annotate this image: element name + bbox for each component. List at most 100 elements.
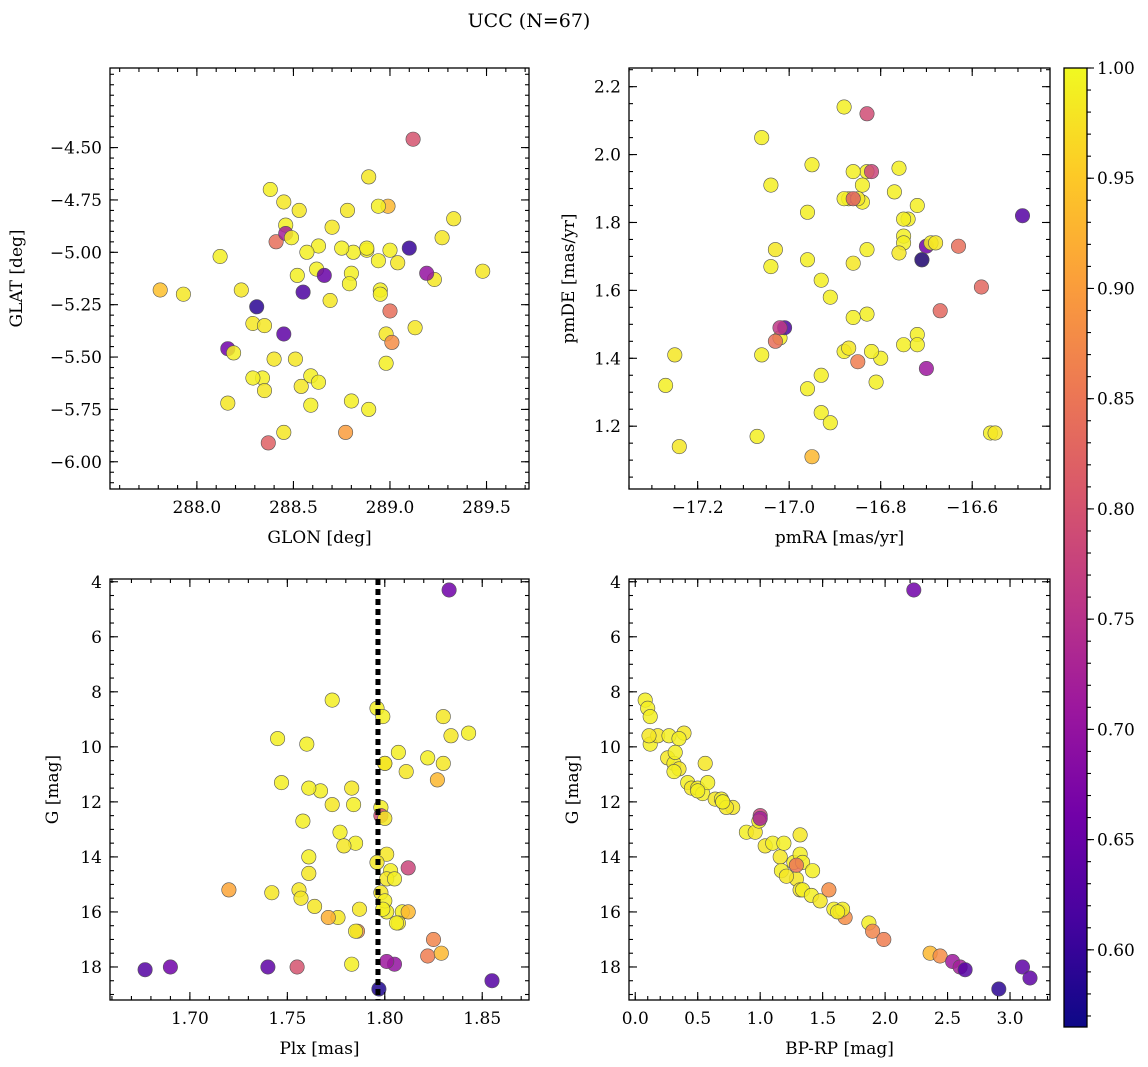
scatter-point bbox=[361, 401, 377, 417]
scatter-point bbox=[425, 931, 441, 947]
y-tick-label: 1.8 bbox=[594, 213, 621, 233]
x-axis-label: pmRA [mas/yr] bbox=[775, 528, 904, 548]
scatter-point bbox=[370, 198, 386, 214]
scatter-point bbox=[320, 909, 336, 925]
x-tick-label: 1.75 bbox=[268, 1009, 306, 1029]
scatter-point bbox=[435, 709, 451, 725]
scatter-point bbox=[697, 755, 713, 771]
scatter-point bbox=[641, 728, 657, 744]
scatter-point bbox=[788, 857, 804, 873]
scatter-points bbox=[137, 582, 500, 997]
scatter-point bbox=[715, 794, 731, 810]
scatter-point bbox=[162, 959, 178, 975]
scatter-point bbox=[813, 272, 829, 288]
scatter-point bbox=[344, 956, 360, 972]
scatter-point bbox=[754, 347, 770, 363]
y-tick-label: 6 bbox=[610, 628, 621, 648]
scatter-point bbox=[379, 953, 395, 969]
scatter-point bbox=[264, 885, 280, 901]
scatter-point bbox=[812, 893, 828, 909]
scatter-point bbox=[299, 244, 315, 260]
figure-title: UCC (N=67) bbox=[468, 10, 591, 32]
scatter-point bbox=[909, 198, 925, 214]
scatter-point bbox=[338, 424, 354, 440]
scatter-point bbox=[152, 282, 168, 298]
scatter-point bbox=[346, 797, 362, 813]
scatter-point bbox=[324, 219, 340, 235]
scatter-point bbox=[435, 755, 451, 771]
scatter-point bbox=[348, 923, 364, 939]
scatter-point bbox=[667, 744, 683, 760]
panel-bprp-g: 0.0 0.5 1.0 1.5 2.0 2.5 3.0 4 6 8 10 12 14 16 18 BP-RP … bbox=[563, 573, 1051, 1059]
scatter-point bbox=[690, 783, 706, 799]
x-tick-label: 289.5 bbox=[462, 498, 511, 518]
scatter-point bbox=[266, 351, 282, 367]
scatter-point bbox=[400, 904, 416, 920]
y-tick-label: 2.0 bbox=[594, 146, 621, 166]
scatter-point bbox=[778, 868, 794, 884]
y-tick-label: 2.2 bbox=[594, 78, 621, 98]
scatter-point bbox=[270, 731, 286, 747]
scatter-point bbox=[336, 838, 352, 854]
y-tick-label: 16 bbox=[80, 903, 102, 923]
scatter-point bbox=[372, 286, 388, 302]
y-tick-label: 6 bbox=[91, 628, 102, 648]
scatter-point bbox=[293, 378, 309, 394]
scatter-point bbox=[400, 860, 416, 876]
scatter-point bbox=[359, 240, 375, 256]
scatter-point bbox=[658, 377, 674, 393]
scatter-point bbox=[343, 393, 359, 409]
panel-glon-glat: 288.0 288.5 289.0 289.5 −6.00 −5.75 −5.50 −5.25… bbox=[7, 67, 530, 548]
scatter-point bbox=[405, 131, 421, 147]
scatter-point bbox=[461, 725, 477, 741]
scatter-point bbox=[446, 211, 462, 227]
scatter-point bbox=[868, 374, 884, 390]
y-tick-label: 14 bbox=[80, 848, 102, 868]
scatter-point bbox=[928, 235, 944, 251]
scatter-point bbox=[295, 813, 311, 829]
scatter-point bbox=[289, 959, 305, 975]
colorbar-frame bbox=[1063, 67, 1088, 1028]
y-tick-label: 16 bbox=[599, 903, 621, 923]
scatter-point bbox=[896, 211, 912, 227]
scatter-point bbox=[822, 415, 838, 431]
scatter-point bbox=[845, 191, 861, 207]
panel-plx-g: 1.70 1.75 1.80 1.85 4 6 8 10 12 14 16 18 Plx [mas] G … bbox=[43, 573, 530, 1059]
scatter-point bbox=[289, 267, 305, 283]
scatter-point bbox=[378, 355, 394, 371]
scatter-point bbox=[772, 320, 788, 336]
x-tick-label: 289.0 bbox=[366, 498, 415, 518]
y-axis-label: GLAT [deg] bbox=[7, 229, 27, 327]
scatter-point bbox=[799, 204, 815, 220]
y-tick-label: 4 bbox=[91, 573, 102, 593]
scatter-point bbox=[384, 334, 400, 350]
scatter-point bbox=[859, 306, 875, 322]
scatter-point bbox=[763, 259, 779, 275]
scatter-point bbox=[386, 871, 402, 887]
scatter-point bbox=[1014, 208, 1030, 224]
y-tick-label: −5.50 bbox=[50, 348, 102, 368]
scatter-point bbox=[301, 865, 317, 881]
scatter-point bbox=[642, 709, 658, 725]
y-axis-label: G [mag] bbox=[43, 755, 63, 824]
axes-frame bbox=[628, 578, 1051, 1001]
scatter-point bbox=[324, 692, 340, 708]
x-tick-label: −17.2 bbox=[672, 498, 724, 518]
scatter-point bbox=[434, 230, 450, 246]
scatter-point bbox=[322, 292, 338, 308]
y-tick-label: 14 bbox=[599, 848, 621, 868]
x-tick-label: 0.0 bbox=[622, 1009, 649, 1029]
x-tick-label: −16.6 bbox=[946, 498, 998, 518]
scatter-point bbox=[339, 202, 355, 218]
scatter-point bbox=[822, 289, 838, 305]
scatter-point bbox=[821, 882, 837, 898]
scatter-point bbox=[813, 405, 829, 421]
scatter-point bbox=[429, 772, 445, 788]
scatter-point bbox=[303, 397, 319, 413]
scatter-point bbox=[909, 337, 925, 353]
scatter-point bbox=[475, 263, 491, 279]
scatter-point bbox=[859, 106, 875, 122]
scatter-point bbox=[991, 981, 1007, 997]
scatter-point bbox=[221, 882, 237, 898]
